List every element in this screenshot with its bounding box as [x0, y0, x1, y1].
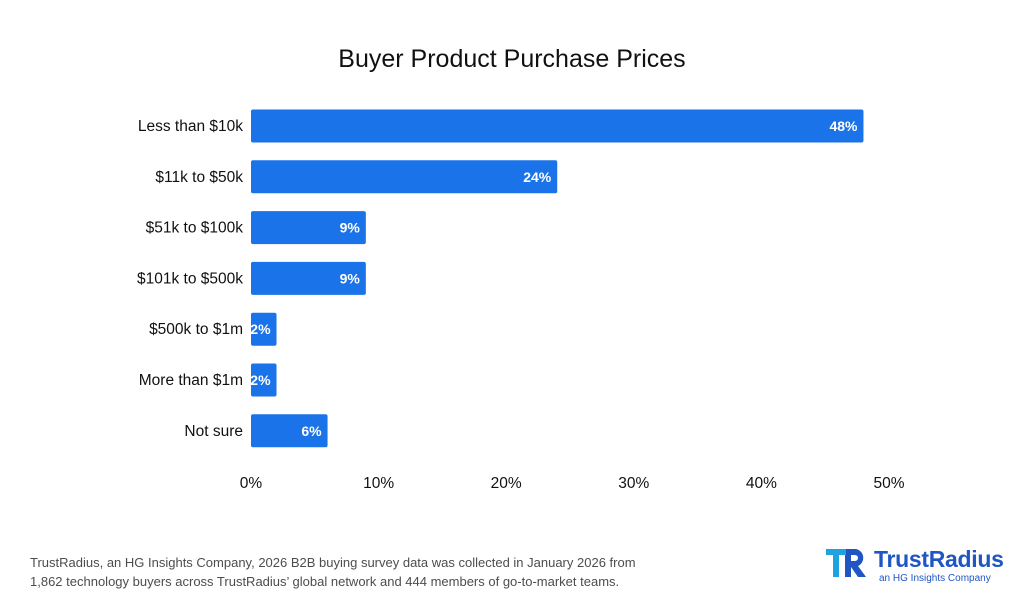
bar: [251, 109, 864, 143]
bar-value-label: 2%: [250, 372, 271, 388]
x-axis-ticks: 0% 10% 20% 30% 40% 50%: [240, 475, 905, 492]
bar: [251, 160, 558, 194]
chart-title: Buyer Product Purchase Prices: [338, 45, 685, 73]
footnote: TrustRadius, an HG Insights Company, 202…: [30, 553, 730, 591]
category-label: $500k to $1m: [149, 321, 243, 338]
footnote-line-2: 1,862 technology buyers across TrustRadi…: [30, 574, 620, 589]
category-label: Less than $10k: [138, 118, 243, 135]
category-label: More than $1m: [139, 372, 243, 389]
bar-value-label: 9%: [340, 220, 361, 236]
bar: [251, 414, 328, 448]
category-label: Not sure: [184, 423, 243, 440]
bar-value-label: 2%: [250, 321, 271, 337]
x-tick-label: 20%: [491, 475, 522, 492]
bar-value-label: 48%: [829, 118, 858, 134]
x-tick-label: 50%: [873, 475, 904, 492]
trustradius-logo-icon: [826, 549, 866, 577]
category-label: $51k to $100k: [146, 220, 244, 237]
category-label: $11k to $50k: [155, 169, 243, 186]
bar-chart: Buyer Product Purchase Prices Less than …: [137, 45, 905, 492]
bar-value-label: 24%: [523, 169, 552, 185]
bar: [251, 363, 277, 397]
x-tick-label: 0%: [240, 475, 263, 492]
bar: [251, 312, 277, 346]
category-label: $101k to $500k: [137, 270, 243, 287]
bars-layer: Less than $10k 48% $11k to $50k 24% $51k to …: [137, 109, 864, 448]
x-tick-label: 10%: [363, 475, 394, 492]
bar: [251, 261, 366, 295]
footnote-line-1: TrustRadius, an HG Insights Company, 202…: [30, 555, 636, 570]
x-tick-label: 40%: [746, 475, 777, 492]
x-tick-label: 30%: [618, 475, 649, 492]
brand-tagline: an HG Insights Company: [879, 573, 991, 584]
bar-value-label: 9%: [340, 270, 361, 286]
brand-logo: TrustRadius an HG Insights Company: [824, 545, 1004, 587]
brand-name: TrustRadius: [874, 546, 1004, 572]
bar-value-label: 6%: [301, 423, 322, 439]
bar: [251, 211, 366, 245]
